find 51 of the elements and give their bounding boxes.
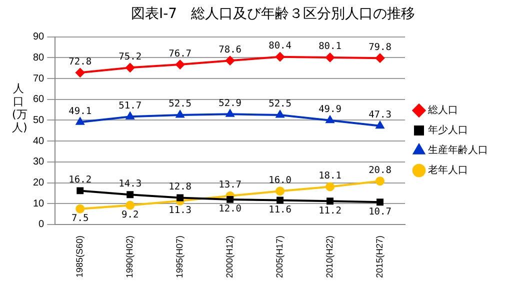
data-label: 52.5	[268, 98, 292, 110]
data-label: 76.7	[168, 48, 192, 60]
x-tick-label: 2005(H17)	[274, 235, 285, 278]
data-label: 52.9	[218, 98, 242, 109]
data-label: 10.7	[368, 206, 392, 218]
y-tick-label: 0	[38, 219, 45, 230]
x-tick-label: 2000(H12)	[224, 235, 235, 278]
x-tick-label: 2015(H27)	[374, 235, 384, 278]
data-label: 18.1	[318, 170, 342, 182]
chart-title: 図表Ⅰ-7 総人口及び年齢３区分別人口の推移	[130, 6, 416, 22]
x-tick-label: 1995(H07)	[174, 235, 185, 278]
y-tick-label: 20	[33, 178, 45, 189]
y-tick-label: 40	[33, 136, 45, 147]
data-label: 47.3	[368, 110, 392, 121]
data-label: 11.6	[268, 204, 292, 216]
x-tick-label: 1990(H02)	[124, 235, 135, 278]
data-label: 16.2	[68, 174, 92, 186]
data-label: 12.8	[168, 182, 192, 192]
y-tick-label: 50	[33, 114, 45, 126]
y-axis-title: 人口(万人)	[12, 82, 28, 134]
data-label: 11.2	[318, 205, 342, 216]
data-label: 11.3	[168, 205, 192, 216]
y-tick-label: 70	[33, 73, 45, 84]
y-tick-label: 90	[33, 32, 45, 43]
data-label: 9.2	[122, 210, 139, 221]
data-label: 51.7	[118, 100, 142, 112]
data-label: 78.6	[218, 44, 242, 56]
y-tick-label: 10	[33, 198, 45, 210]
data-label: 52.5	[168, 98, 192, 110]
data-label: 75.2	[118, 51, 142, 62]
legend-label: 総人口	[427, 104, 458, 116]
data-label: 72.8	[68, 56, 92, 68]
legend-label: 老年人口	[428, 164, 468, 176]
data-label: 7.5	[72, 213, 89, 224]
y-tick-label: 80	[33, 52, 45, 64]
legend-label: 年少人口	[428, 124, 468, 136]
data-label: 12.0	[218, 204, 242, 215]
data-label: 49.9	[318, 104, 342, 116]
legend-label: 生産年齢人口	[428, 144, 488, 156]
data-label: 16.0	[268, 174, 292, 186]
x-tick-label: 2010(H22)	[324, 235, 335, 278]
data-label: 13.7	[218, 180, 242, 191]
data-label: 80.1	[318, 41, 342, 52]
y-tick-label: 30	[33, 156, 45, 168]
data-label: 14.3	[118, 178, 142, 190]
y-tick-label: 60	[33, 94, 45, 106]
data-label: 79.8	[368, 42, 392, 53]
data-label: 80.4	[268, 40, 292, 52]
data-label: 20.8	[368, 164, 392, 176]
x-tick-label: 1985(S60)	[74, 235, 85, 278]
data-label: 49.1	[68, 106, 92, 117]
